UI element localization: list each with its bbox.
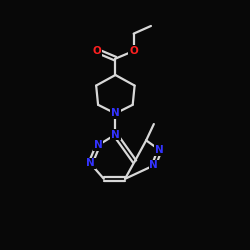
Text: N: N [94,140,102,150]
Text: O: O [93,46,102,56]
Text: N: N [111,108,120,118]
Text: N: N [150,160,158,170]
Text: N: N [111,130,120,140]
Text: N: N [86,158,95,168]
Text: N: N [155,145,164,155]
Text: O: O [129,46,138,56]
